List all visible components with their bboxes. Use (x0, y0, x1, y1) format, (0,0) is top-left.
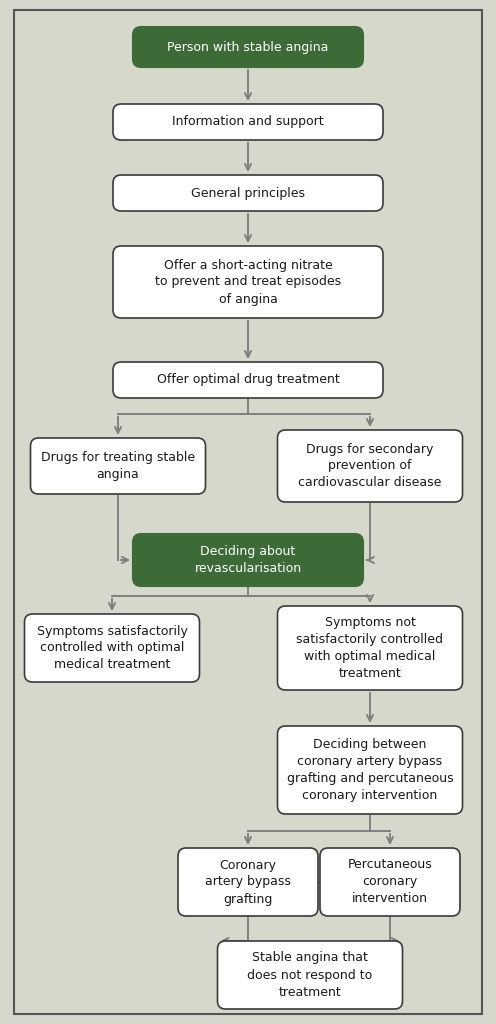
FancyBboxPatch shape (277, 430, 462, 502)
FancyBboxPatch shape (320, 848, 460, 916)
Text: Drugs for treating stable
angina: Drugs for treating stable angina (41, 451, 195, 481)
FancyBboxPatch shape (113, 104, 383, 140)
FancyBboxPatch shape (178, 848, 318, 916)
Text: Symptoms not
satisfactorily controlled
with optimal medical
treatment: Symptoms not satisfactorily controlled w… (297, 616, 443, 680)
Text: Information and support: Information and support (172, 116, 324, 128)
FancyBboxPatch shape (30, 438, 205, 494)
Text: Offer a short-acting nitrate
to prevent and treat episodes
of angina: Offer a short-acting nitrate to prevent … (155, 258, 341, 305)
Text: Percutaneous
coronary
intervention: Percutaneous coronary intervention (348, 858, 433, 905)
FancyBboxPatch shape (277, 606, 462, 690)
Text: Symptoms satisfactorily
controlled with optimal
medical treatment: Symptoms satisfactorily controlled with … (37, 625, 187, 672)
Text: Stable angina that
does not respond to
treatment: Stable angina that does not respond to t… (248, 951, 372, 998)
FancyBboxPatch shape (24, 614, 199, 682)
Text: General principles: General principles (191, 186, 305, 200)
Text: Person with stable angina: Person with stable angina (167, 41, 329, 53)
FancyBboxPatch shape (133, 534, 363, 586)
FancyBboxPatch shape (113, 175, 383, 211)
Text: Coronary
artery bypass
grafting: Coronary artery bypass grafting (205, 858, 291, 905)
FancyBboxPatch shape (113, 362, 383, 398)
FancyBboxPatch shape (218, 941, 402, 1009)
FancyBboxPatch shape (277, 726, 462, 814)
Text: Deciding about
revascularisation: Deciding about revascularisation (194, 545, 302, 575)
Text: Offer optimal drug treatment: Offer optimal drug treatment (157, 374, 339, 386)
FancyBboxPatch shape (133, 27, 363, 67)
Text: Drugs for secondary
prevention of
cardiovascular disease: Drugs for secondary prevention of cardio… (298, 442, 441, 489)
Text: Deciding between
coronary artery bypass
grafting and percutaneous
coronary inter: Deciding between coronary artery bypass … (287, 738, 453, 802)
FancyBboxPatch shape (113, 246, 383, 318)
